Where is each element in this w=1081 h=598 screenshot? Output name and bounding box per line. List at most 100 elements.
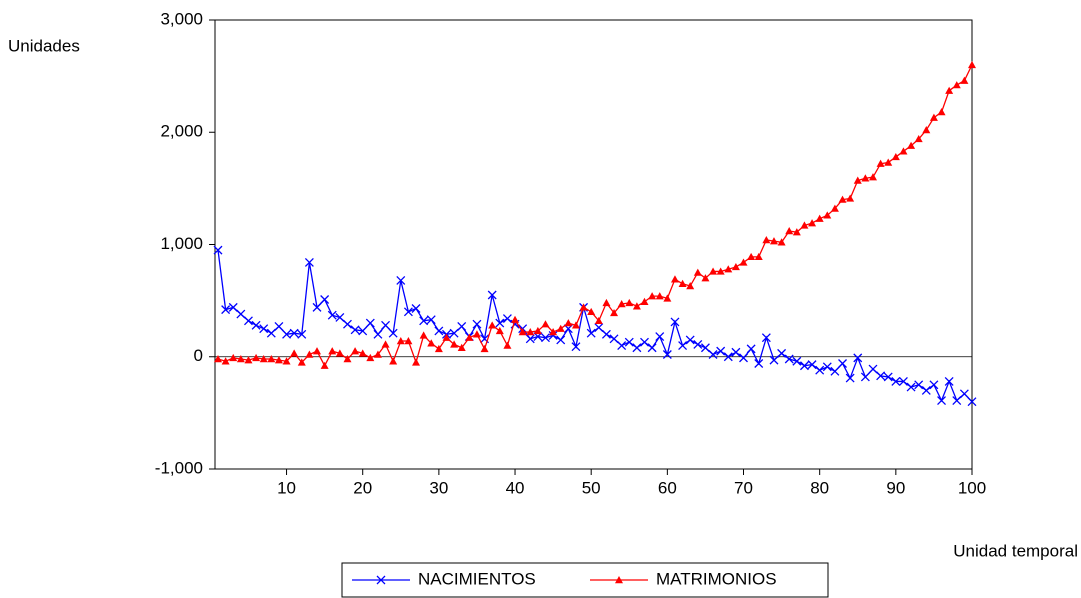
marker	[328, 347, 337, 355]
marker	[632, 302, 641, 310]
marker	[640, 337, 649, 347]
marker	[846, 194, 855, 202]
marker	[564, 319, 573, 327]
marker	[312, 302, 322, 312]
marker	[350, 325, 360, 335]
marker	[777, 238, 786, 246]
marker	[594, 323, 604, 333]
plot-frame	[214, 19, 973, 470]
marker	[213, 245, 223, 255]
marker	[823, 211, 832, 219]
marker	[647, 343, 657, 353]
marker	[914, 380, 924, 390]
marker	[746, 344, 756, 354]
marker	[434, 326, 444, 336]
marker	[244, 356, 253, 364]
marker	[221, 305, 231, 315]
x-tick-label: 60	[658, 478, 677, 497]
x-tick-label: 100	[958, 478, 986, 497]
x-tick-label: 10	[277, 478, 296, 497]
marker	[807, 360, 817, 370]
marker	[800, 221, 809, 229]
marker	[503, 341, 512, 349]
marker	[343, 319, 352, 329]
marker	[586, 328, 596, 338]
marker	[388, 328, 398, 338]
marker	[700, 343, 710, 353]
marker	[944, 376, 954, 386]
marker	[511, 315, 520, 323]
marker	[396, 275, 406, 285]
marker	[792, 356, 802, 366]
marker	[662, 350, 672, 359]
marker	[754, 252, 763, 261]
marker	[678, 279, 687, 287]
marker	[274, 321, 284, 331]
x-axis-label: Unidad temporal	[953, 541, 1078, 560]
marker	[449, 328, 459, 338]
marker	[739, 353, 748, 363]
marker	[693, 268, 702, 276]
marker	[427, 339, 436, 347]
marker	[327, 310, 337, 320]
x-tick-label: 80	[810, 478, 829, 497]
marker	[244, 316, 253, 326]
marker	[830, 204, 839, 212]
marker	[731, 262, 740, 271]
marker	[579, 303, 588, 311]
marker	[921, 385, 931, 395]
legend-marker	[376, 575, 386, 585]
marker	[617, 299, 626, 308]
marker	[442, 333, 451, 341]
marker	[426, 315, 436, 325]
marker	[693, 339, 703, 349]
marker	[351, 347, 360, 355]
marker	[761, 333, 771, 343]
marker	[678, 341, 688, 350]
marker	[708, 350, 718, 359]
marker	[320, 295, 330, 304]
legend	[341, 562, 829, 598]
marker	[655, 292, 664, 300]
marker	[488, 321, 497, 329]
marker	[792, 228, 801, 236]
marker	[533, 326, 542, 335]
marker	[945, 86, 954, 94]
marker	[952, 81, 961, 89]
marker	[784, 354, 794, 364]
marker	[236, 309, 246, 319]
marker	[404, 337, 413, 345]
marker	[411, 304, 421, 313]
x-tick-label: 70	[734, 478, 753, 497]
marker	[808, 219, 817, 227]
marker	[853, 353, 863, 363]
marker	[625, 298, 634, 307]
marker	[221, 357, 230, 365]
marker	[822, 362, 832, 372]
marker	[419, 316, 429, 326]
marker	[403, 307, 413, 317]
marker	[548, 330, 558, 340]
marker	[556, 335, 566, 345]
marker	[297, 358, 306, 366]
marker	[663, 294, 672, 302]
marker	[739, 258, 748, 266]
marker	[366, 353, 375, 362]
marker	[571, 321, 580, 329]
marker	[587, 307, 596, 316]
marker	[373, 350, 382, 358]
marker	[709, 267, 718, 275]
marker	[320, 361, 329, 369]
marker	[655, 332, 665, 342]
marker	[373, 329, 383, 339]
marker	[487, 290, 497, 300]
marker	[358, 349, 367, 357]
marker	[891, 152, 900, 161]
x-tick-label: 50	[582, 478, 601, 497]
y-tick-label: 1,000	[160, 234, 203, 253]
marker	[412, 358, 421, 366]
marker	[777, 348, 787, 358]
marker	[450, 340, 459, 348]
marker	[419, 331, 428, 339]
